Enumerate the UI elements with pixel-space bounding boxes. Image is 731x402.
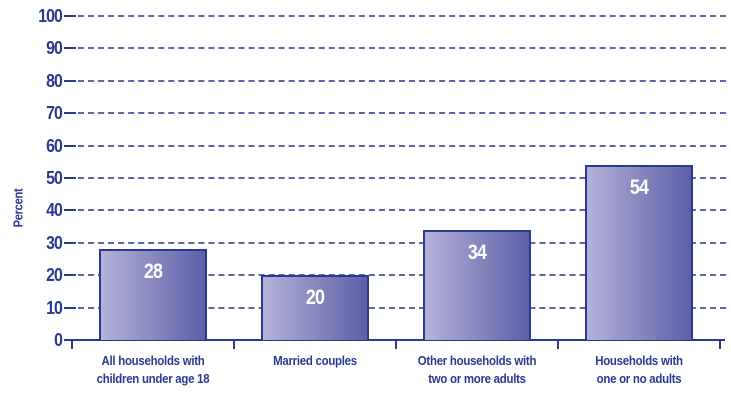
bar: 54 xyxy=(585,165,693,340)
x-tick-mark xyxy=(71,340,73,349)
x-category-label-line: All households with xyxy=(101,353,205,368)
gridline xyxy=(78,15,726,17)
gridline xyxy=(78,79,726,82)
y-tick-mark xyxy=(64,112,76,115)
x-category-label-line: two or more adults xyxy=(428,371,526,386)
bar-value-label: 54 xyxy=(629,176,649,200)
x-category-label: All households with children under age 18 xyxy=(68,352,238,388)
bar-value-label: 28 xyxy=(143,260,163,284)
y-tick-label: 0 xyxy=(54,330,63,350)
y-tick-mark xyxy=(64,177,76,179)
y-tick-label: 70 xyxy=(46,103,63,124)
bar: 34 xyxy=(423,229,531,340)
bar: 28 xyxy=(99,249,207,340)
x-tick-mark xyxy=(557,340,559,349)
x-tick-mark xyxy=(233,340,235,349)
y-tick-label: 100 xyxy=(38,6,63,26)
y-tick-label: 10 xyxy=(46,297,63,318)
y-tick-mark xyxy=(64,209,76,212)
bar: 20 xyxy=(261,275,369,340)
y-tick-mark xyxy=(64,79,76,82)
x-category-label: Other households with two or more adults xyxy=(392,352,562,388)
y-tick-label: 40 xyxy=(46,200,63,221)
y-tick-label: 90 xyxy=(46,38,63,59)
y-tick-label: 50 xyxy=(46,168,63,188)
bar-value-label: 34 xyxy=(467,240,487,264)
x-category-label-line: Married couples xyxy=(273,353,357,368)
y-tick-mark xyxy=(64,306,76,309)
gridline xyxy=(78,241,726,244)
x-category-label: Households with one or no adults xyxy=(554,352,724,388)
y-tick-label: 80 xyxy=(46,70,63,91)
y-tick-mark xyxy=(64,47,76,50)
x-tick-mark xyxy=(719,340,721,349)
y-tick-mark xyxy=(64,274,76,277)
x-category-label-line: Other households with xyxy=(417,353,537,368)
x-tick-mark xyxy=(395,340,397,349)
y-tick-label: 60 xyxy=(46,135,63,156)
y-tick-mark xyxy=(64,15,76,17)
gridline xyxy=(78,47,726,50)
gridline xyxy=(78,177,726,179)
y-tick-label: 30 xyxy=(46,232,63,253)
x-category-label-line: Households with xyxy=(595,353,683,368)
gridline xyxy=(78,112,726,115)
bar-value-label: 20 xyxy=(305,286,325,310)
gridline xyxy=(78,144,726,147)
x-category-label-line: children under age 18 xyxy=(96,371,210,386)
y-tick-mark xyxy=(64,144,76,147)
y-tick-mark xyxy=(64,241,76,244)
gridline xyxy=(78,274,726,277)
gridline xyxy=(78,209,726,212)
x-category-label-line: one or no adults xyxy=(596,371,682,386)
x-category-label: Married couples xyxy=(230,352,400,370)
gridline xyxy=(78,306,726,309)
y-tick-label: 20 xyxy=(46,265,63,286)
